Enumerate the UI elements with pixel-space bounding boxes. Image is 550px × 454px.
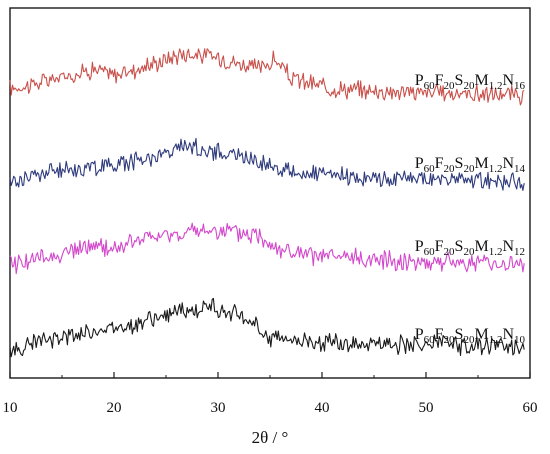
series-labels: P60F20S20M1.2N16 P60F20S20M1.2N14 P60F20S2…	[415, 72, 526, 346]
x-tick-label-60: 60	[523, 400, 538, 416]
series-line-1	[9, 48, 525, 106]
series-line-3	[9, 222, 525, 275]
plot-frame	[9, 7, 531, 379]
series-line-4	[9, 297, 525, 358]
series-group	[9, 48, 525, 358]
x-tick-label-40: 40	[315, 400, 330, 416]
x-tick-label-10: 10	[3, 400, 18, 416]
x-tick-label-30: 30	[211, 400, 226, 416]
x-tick-label-20: 20	[107, 400, 122, 416]
x-axis-ticks: 10 20 30 40 50 60	[3, 372, 538, 416]
x-tick-label-50: 50	[419, 400, 434, 416]
series-label-4: P60F20S20M1.2N10	[415, 326, 526, 346]
series-label-3: P60F20S20M1.2N12	[415, 238, 525, 258]
series-label-2: P60F20S20M1.2N14	[415, 155, 526, 175]
series-line-2	[9, 137, 525, 191]
x-axis-title: 2θ / °	[252, 428, 289, 447]
series-label-1: P60F20S20M1.2N16	[415, 72, 526, 92]
